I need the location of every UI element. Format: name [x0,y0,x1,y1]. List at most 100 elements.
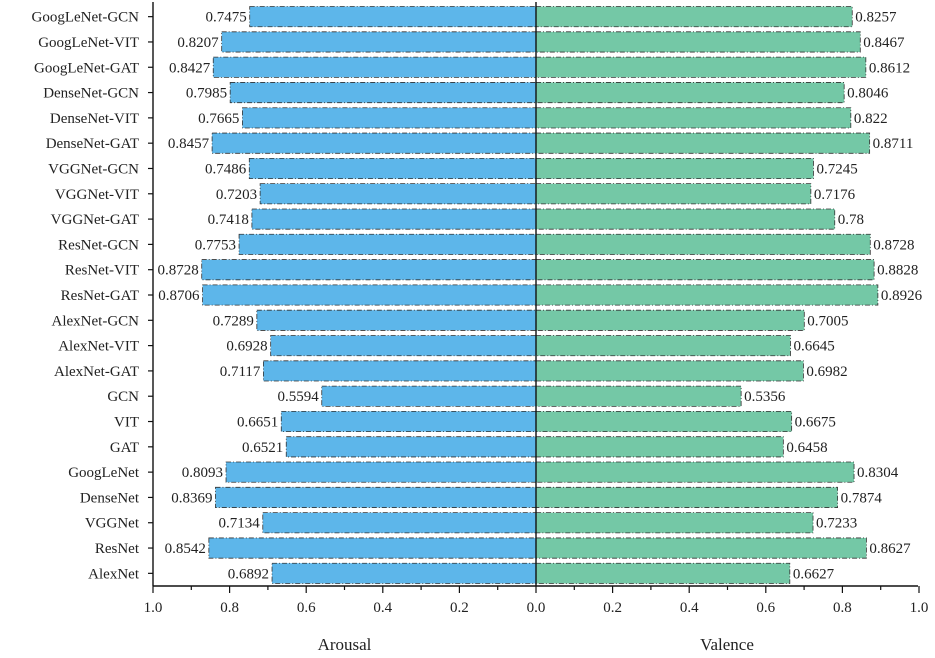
value-label-arousal: 0.6651 [237,415,278,431]
category-label: GoogLeNet-VIT [38,35,139,51]
bar-valence-alexnet-gat [535,360,804,382]
value-label-arousal: 0.8369 [171,490,212,506]
bar-valence-vggnet [535,512,814,534]
value-label-valence: 0.6675 [795,415,836,431]
x-axis-title-arousal: Arousal [318,635,372,654]
value-label-arousal: 0.7289 [213,313,254,329]
bar-arousal-alexnet-gcn [256,309,537,331]
value-label-valence: 0.5356 [744,389,786,405]
bar-arousal-resnet [208,537,537,559]
value-label-valence: 0.8257 [855,10,897,26]
bar-arousal-googlenet-vit [221,31,537,53]
category-label: VIT [114,415,139,431]
bar-valence-resnet-gat [535,284,879,306]
value-label-valence: 0.8711 [873,136,914,152]
value-label-arousal: 0.6928 [226,339,267,355]
category-label: ResNet-VIT [65,263,139,279]
value-label-arousal: 0.6892 [228,566,269,582]
bar-valence-resnet-gcn [535,233,871,255]
category-label: VGGNet-VIT [55,187,139,203]
bar-valence-vggnet-vit [535,183,812,205]
bar-valence-vggnet-gcn [535,157,814,180]
value-label-valence: 0.8627 [869,541,911,557]
bar-arousal-googlenet [225,461,537,483]
bar-valence-googlenet-vit [535,31,861,53]
bar-valence-densenet [535,486,838,508]
value-label-valence: 0.8304 [857,465,899,481]
category-label: AlexNet-VIT [58,339,139,355]
category-label: GoogLeNet-GAT [34,60,139,76]
category-label: GCN [107,389,139,405]
arousal-bars [201,6,537,584]
value-label-arousal: 0.7418 [208,212,249,228]
value-label-valence: 0.8728 [873,237,914,253]
x-tick-label: 1.0 [144,600,163,616]
bar-arousal-vit [280,410,537,433]
bar-valence-googlenet-gcn [535,6,853,28]
value-label-valence: 0.7245 [816,161,857,177]
value-label-arousal: 0.8728 [157,263,198,279]
category-label: ResNet [95,541,140,557]
x-tick-label: 0.4 [373,600,392,616]
category-label: VGGNet [85,516,140,532]
value-label-valence: 0.8828 [877,263,918,279]
bar-valence-vggnet-gat [535,208,836,230]
bar-arousal-vggnet-gat [251,208,537,230]
bar-valence-gcn [535,385,742,407]
value-label-arousal: 0.8427 [169,60,211,76]
bar-valence-resnet [535,537,867,559]
bar-valence-googlenet [535,461,855,483]
value-label-arousal: 0.8457 [168,136,210,152]
x-tick-label: 0.0 [527,600,546,616]
bar-arousal-gat [285,436,537,458]
value-label-arousal: 0.7117 [220,364,261,380]
value-label-arousal: 0.7985 [186,86,227,102]
bar-valence-gat [535,436,784,458]
x-ticks: 1.0 0.8 0.6 0.4 0.2 0.0 0.2 0.4 0.6 0.8 1.0 [144,586,928,616]
bar-arousal-alexnet-vit [270,335,537,357]
category-label: AlexNet-GCN [52,313,140,329]
value-label-arousal: 0.8542 [165,541,206,557]
value-label-valence: 0.7005 [807,313,848,329]
x-tick-label: 0.6 [297,600,316,616]
value-label-arousal: 0.7665 [198,111,239,127]
valence-bars [535,6,879,584]
value-label-valence: 0.6458 [786,440,827,456]
bar-arousal-googlenet-gcn [249,6,537,28]
category-label: VGGNet-GCN [48,161,139,177]
value-labels: 0.7475 0.8257 0.8207 0.8467 0.8427 0.8612 0.79… [157,10,922,583]
bar-valence-vit [535,410,793,433]
bar-valence-densenet-gat [535,132,871,154]
value-label-valence: 0.8467 [863,35,905,51]
category-label: DenseNet-GAT [46,136,139,152]
bar-valence-alexnet-gcn [535,309,805,331]
value-label-valence: 0.8612 [869,60,910,76]
bar-valence-googlenet-gat [535,56,867,78]
category-label: AlexNet [88,566,140,582]
bar-arousal-resnet-vit [201,259,537,281]
category-label: ResNet-GCN [58,237,139,253]
value-label-arousal: 0.8706 [158,288,200,304]
bar-arousal-densenet [215,486,537,508]
value-label-arousal: 0.8093 [182,465,223,481]
value-label-valence: 0.8046 [847,86,889,102]
value-label-valence: 0.6645 [794,339,835,355]
category-label: DenseNet [80,490,140,506]
bar-valence-resnet-vit [535,259,875,281]
value-label-arousal: 0.7486 [205,161,247,177]
value-label-valence: 0.6627 [793,566,835,582]
category-label: GoogLeNet [68,465,140,481]
bar-arousal-alexnet [271,562,537,584]
category-label: DenseNet-VIT [50,111,139,127]
bar-arousal-vggnet-gcn [248,157,537,180]
bar-arousal-densenet-gat [211,132,537,154]
x-tick-label: 0.4 [680,600,699,616]
value-label-valence: 0.78 [838,212,864,228]
value-label-valence: 0.6982 [806,364,847,380]
value-label-arousal: 0.8207 [177,35,219,51]
value-label-arousal: 0.7203 [216,187,257,203]
bar-arousal-densenet-gcn [229,82,537,104]
value-label-valence: 0.7233 [816,516,857,532]
category-label: ResNet-GAT [61,288,139,304]
category-label: VGGNet-GAT [51,212,139,228]
